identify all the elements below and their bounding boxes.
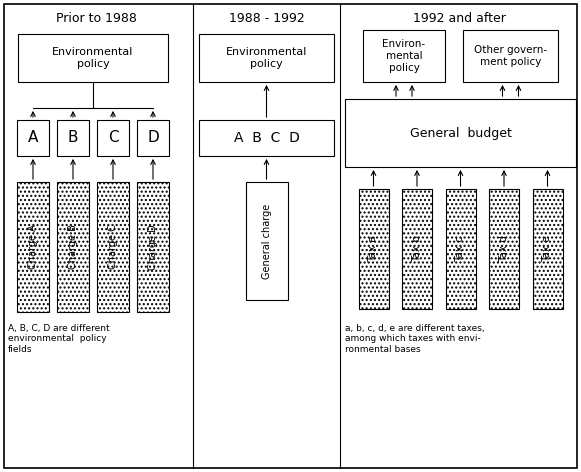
Bar — [358, 189, 389, 309]
Text: A  B  C  D: A B C D — [234, 131, 299, 145]
Text: Environmental
policy: Environmental policy — [226, 47, 307, 69]
Bar — [199, 120, 334, 156]
Text: 1988 - 1992: 1988 - 1992 — [229, 12, 305, 25]
Bar — [345, 99, 576, 167]
Text: A: A — [28, 130, 38, 145]
Text: Environmental
policy: Environmental policy — [52, 47, 134, 69]
Text: Other govern-
ment policy: Other govern- ment policy — [474, 45, 547, 67]
Bar — [57, 120, 89, 156]
Bar — [18, 34, 168, 82]
Bar — [246, 182, 288, 300]
Text: Environ-
mental
policy: Environ- mental policy — [382, 39, 425, 73]
Text: Tax c: Tax c — [456, 236, 465, 262]
Text: General  budget: General budget — [410, 126, 511, 140]
Bar — [463, 30, 558, 82]
Bar — [17, 182, 49, 312]
Bar — [137, 182, 169, 312]
Text: A, B, C, D are different
environmental  policy
fields: A, B, C, D are different environmental p… — [8, 324, 110, 354]
Text: B: B — [68, 130, 78, 145]
Bar — [446, 189, 475, 309]
Bar — [199, 34, 334, 82]
Bar — [363, 30, 445, 82]
Bar — [533, 189, 562, 309]
Bar — [57, 182, 89, 312]
Bar — [402, 189, 432, 309]
Text: Tax b: Tax b — [412, 236, 422, 262]
Bar — [489, 189, 519, 309]
Text: Prior to 1988: Prior to 1988 — [56, 12, 137, 25]
Text: a, b, c, d, e are different taxes,
among which taxes with envi-
ronmental bases: a, b, c, d, e are different taxes, among… — [345, 324, 485, 354]
Bar — [137, 120, 169, 156]
Text: Charge B: Charge B — [68, 225, 78, 270]
Text: General charge: General charge — [261, 203, 271, 278]
Text: D: D — [147, 130, 159, 145]
Bar — [97, 182, 129, 312]
Text: Charge A: Charge A — [28, 225, 38, 270]
Text: Charge C: Charge C — [108, 225, 118, 270]
Text: Tax d: Tax d — [499, 236, 509, 262]
Bar — [17, 120, 49, 156]
Bar — [97, 120, 129, 156]
Text: Charge D: Charge D — [148, 224, 158, 270]
Text: C: C — [107, 130, 119, 145]
Text: Tax a: Tax a — [368, 236, 378, 262]
Text: Tax e: Tax e — [543, 236, 553, 262]
Text: 1992 and after: 1992 and after — [413, 12, 505, 25]
